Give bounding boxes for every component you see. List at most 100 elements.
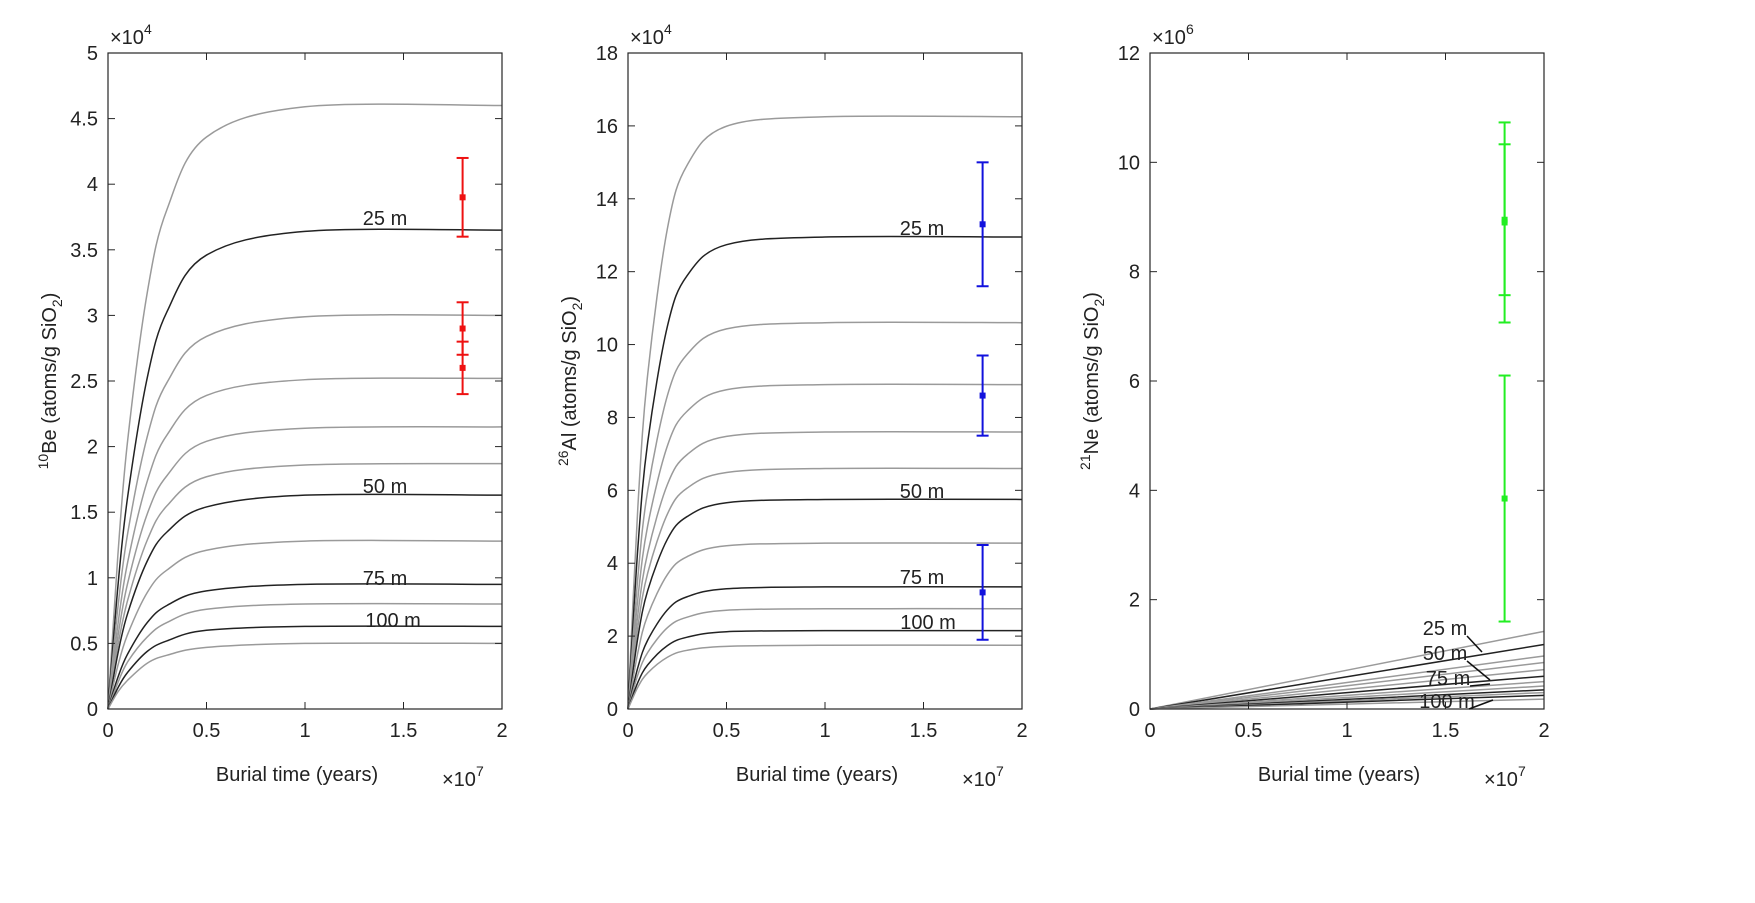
y-tick-label: 4.5 xyxy=(70,109,98,131)
panel: 0 0.5 1 1.5 2 2.5 3 3.5 4 4.5 5 0 0.5 1 1.5 2 25 m 50 m 75… xyxy=(35,21,508,791)
depth-label: 50 m xyxy=(900,481,944,503)
y-tick-label: 4 xyxy=(607,553,618,575)
x-tick-label: 0 xyxy=(622,720,633,742)
plot-frame xyxy=(1149,52,1545,710)
depth-label: 75 m xyxy=(1426,668,1470,690)
curve xyxy=(627,430,1023,710)
x-tick-label: 0.5 xyxy=(713,720,741,742)
y-tick-label: 0.5 xyxy=(70,633,98,655)
y-multiplier: ×104 xyxy=(110,21,152,49)
y-tick-label: 3 xyxy=(87,305,98,327)
curve xyxy=(627,235,1023,710)
panel: 0 2 4 6 8 10 12 14 16 18 0 0.5 1 1.5 2 25 m 50 m 75 m 100 … xyxy=(555,21,1028,791)
y-axis-label-part: 2 xyxy=(1091,299,1107,307)
y-tick-label: 10 xyxy=(1118,152,1140,174)
sample-point xyxy=(1501,495,1508,502)
y-axis-label-part: ) xyxy=(1081,292,1103,299)
y-tick-label: 8 xyxy=(607,407,618,429)
sample-point xyxy=(459,325,466,332)
y-tick-label: 12 xyxy=(596,262,618,284)
curve xyxy=(107,462,503,710)
curve xyxy=(107,602,503,710)
curve xyxy=(627,498,1023,710)
curve xyxy=(107,426,503,710)
y-tick-label: 4 xyxy=(1129,480,1140,502)
y-tick-label: 5 xyxy=(87,43,98,65)
x-tick-label: 1.5 xyxy=(390,720,418,742)
y-tick-label: 0 xyxy=(607,699,618,721)
depth-label: 50 m xyxy=(1423,643,1467,665)
curve xyxy=(107,377,503,710)
y-axis-label-part: 26 xyxy=(555,450,571,466)
curve xyxy=(627,467,1023,710)
y-axis-label-part: Ne (atoms/g SiO xyxy=(1081,307,1103,455)
curve xyxy=(1149,643,1545,710)
y-multiplier: ×104 xyxy=(630,21,672,49)
y-axis-label-part: 2 xyxy=(49,299,65,307)
y-tick-label: 2.5 xyxy=(70,371,98,393)
leader-line xyxy=(1468,699,1494,710)
y-tick-label: 14 xyxy=(596,189,618,211)
x-tick-label: 1 xyxy=(1341,720,1352,742)
y-axis-label: 10Be (atoms/g SiO2) xyxy=(35,293,65,470)
x-multiplier: ×107 xyxy=(442,763,484,791)
x-axis-label: Burial time (years) xyxy=(216,764,378,786)
y-tick-label: 6 xyxy=(1129,371,1140,393)
y-axis-label-part: 2 xyxy=(569,302,585,310)
y-tick-label: 0 xyxy=(87,699,98,721)
y-axis-label-part: 21 xyxy=(1077,454,1093,470)
y-tick-label: 10 xyxy=(596,335,618,357)
curve xyxy=(627,383,1023,710)
curve xyxy=(627,586,1023,710)
y-tick-label: 0 xyxy=(1129,699,1140,721)
y-axis-label-part: Be (atoms/g SiO xyxy=(39,307,61,454)
multiplier-base: ×10 xyxy=(1484,769,1518,791)
curve xyxy=(107,103,503,710)
leader-line xyxy=(1466,635,1483,653)
multiplier-exponent: 7 xyxy=(996,763,1004,779)
depth-label: 100 m xyxy=(1419,691,1475,713)
x-axis-label: Burial time (years) xyxy=(1258,764,1420,786)
y-tick-label: 1 xyxy=(87,568,98,590)
x-tick-label: 2 xyxy=(1538,720,1549,742)
y-tick-label: 4 xyxy=(87,174,98,196)
y-tick-label: 16 xyxy=(596,116,618,138)
plot-frame xyxy=(627,52,1023,710)
multiplier-base: ×10 xyxy=(630,27,664,49)
curve xyxy=(627,629,1023,710)
leader-line xyxy=(1466,660,1491,681)
sample-point xyxy=(1501,219,1508,226)
y-axis-label-part: ) xyxy=(39,293,61,300)
depth-label: 100 m xyxy=(900,612,956,634)
x-multiplier: ×107 xyxy=(962,763,1004,791)
y-tick-label: 2 xyxy=(87,437,98,459)
multiplier-exponent: 4 xyxy=(664,21,672,37)
curve xyxy=(627,607,1023,710)
sample-point xyxy=(459,364,466,371)
y-axis-label-part: 10 xyxy=(35,454,51,470)
depth-label: 100 m xyxy=(365,610,421,632)
y-tick-label: 2 xyxy=(607,626,618,648)
depth-label: 25 m xyxy=(900,218,944,240)
x-multiplier: ×107 xyxy=(1484,763,1526,791)
curve xyxy=(627,542,1023,710)
curve xyxy=(107,539,503,710)
y-tick-label: 12 xyxy=(1118,43,1140,65)
curve xyxy=(107,493,503,710)
curve xyxy=(1149,630,1545,710)
x-tick-label: 1.5 xyxy=(1432,720,1460,742)
curve xyxy=(107,314,503,710)
x-tick-label: 0 xyxy=(102,720,113,742)
y-axis-label-part: Al (atoms/g SiO xyxy=(559,310,581,450)
y-tick-label: 1.5 xyxy=(70,502,98,524)
depth-label: 75 m xyxy=(363,568,407,590)
curve xyxy=(627,644,1023,710)
x-tick-label: 0.5 xyxy=(193,720,221,742)
y-tick-label: 3.5 xyxy=(70,240,98,262)
x-tick-label: 2 xyxy=(1016,720,1027,742)
curve xyxy=(107,228,503,710)
y-axis-label: 21Ne (atoms/g SiO2) xyxy=(1077,292,1107,470)
multiplier-base: ×10 xyxy=(442,769,476,791)
depth-label: 25 m xyxy=(363,208,407,230)
